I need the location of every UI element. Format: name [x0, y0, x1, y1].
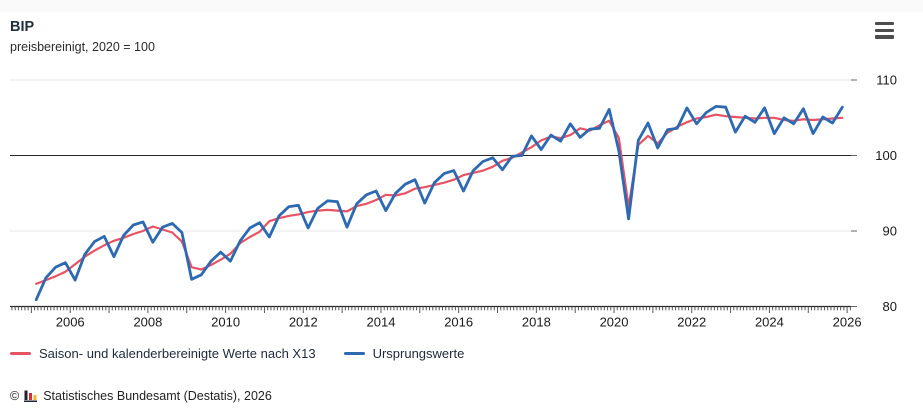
chart-title: BIP [10, 19, 35, 35]
legend-item-raw[interactable]: Ursprungswerte [343, 346, 465, 361]
chart-legend: Saison- und kalenderbereinigte Werte nac… [10, 346, 464, 361]
x-tick-label: 2010 [211, 315, 240, 330]
x-tick-label: 2020 [600, 315, 629, 330]
chart-subtitle: preisbereinigt, 2020 = 100 [10, 40, 155, 54]
x-tick-label: 2016 [444, 315, 473, 330]
y-tick-label: 110 [876, 73, 897, 88]
hamburger-menu-icon[interactable] [875, 22, 897, 40]
x-tick-label: 2024 [755, 315, 784, 330]
y-tick-label: 80 [883, 299, 897, 314]
raw-series-line [34, 105, 844, 302]
y-tick-label: 90 [883, 224, 897, 239]
x-tick-label: 2006 [56, 315, 85, 330]
x-tick-label: 2022 [677, 315, 706, 330]
menu-bar [875, 28, 894, 32]
x-tick-label: 2014 [367, 315, 396, 330]
menu-bar [875, 35, 894, 39]
adjusted-series-swatch [10, 352, 31, 355]
chart-svg: 110 100 90 80 2006 2008 2010 2012 2014 2016 2018 20… [10, 73, 897, 330]
y-tick-label: 100 [875, 148, 897, 163]
source-text: Statistisches Bundesamt (Destatis), 2026 [43, 389, 272, 403]
x-tick-label: 2008 [133, 315, 162, 330]
adjusted-series-line [35, 113, 844, 285]
raw-series-swatch [343, 352, 365, 355]
copyright-symbol: © [10, 389, 20, 403]
legend-label-adjusted: Saison- und kalenderbereinigte Werte nac… [39, 346, 316, 361]
x-tick-label: 2026 [833, 315, 862, 330]
legend-label-raw: Ursprungswerte [372, 346, 465, 361]
source-attribution: © Statistisches Bundesamt (Destatis), 20… [10, 388, 272, 404]
legend-item-adjusted[interactable]: Saison- und kalenderbereinigte Werte nac… [10, 346, 316, 361]
top-strip [0, 0, 923, 12]
destatis-bars-logo [24, 389, 38, 405]
x-tick-label: 2012 [289, 315, 318, 330]
menu-bar [875, 22, 894, 26]
chart-plot-area[interactable]: 110 100 90 80 2006 2008 2010 2012 2014 2016 2018 20… [0, 60, 923, 345]
x-tick-label: 2018 [522, 315, 551, 330]
